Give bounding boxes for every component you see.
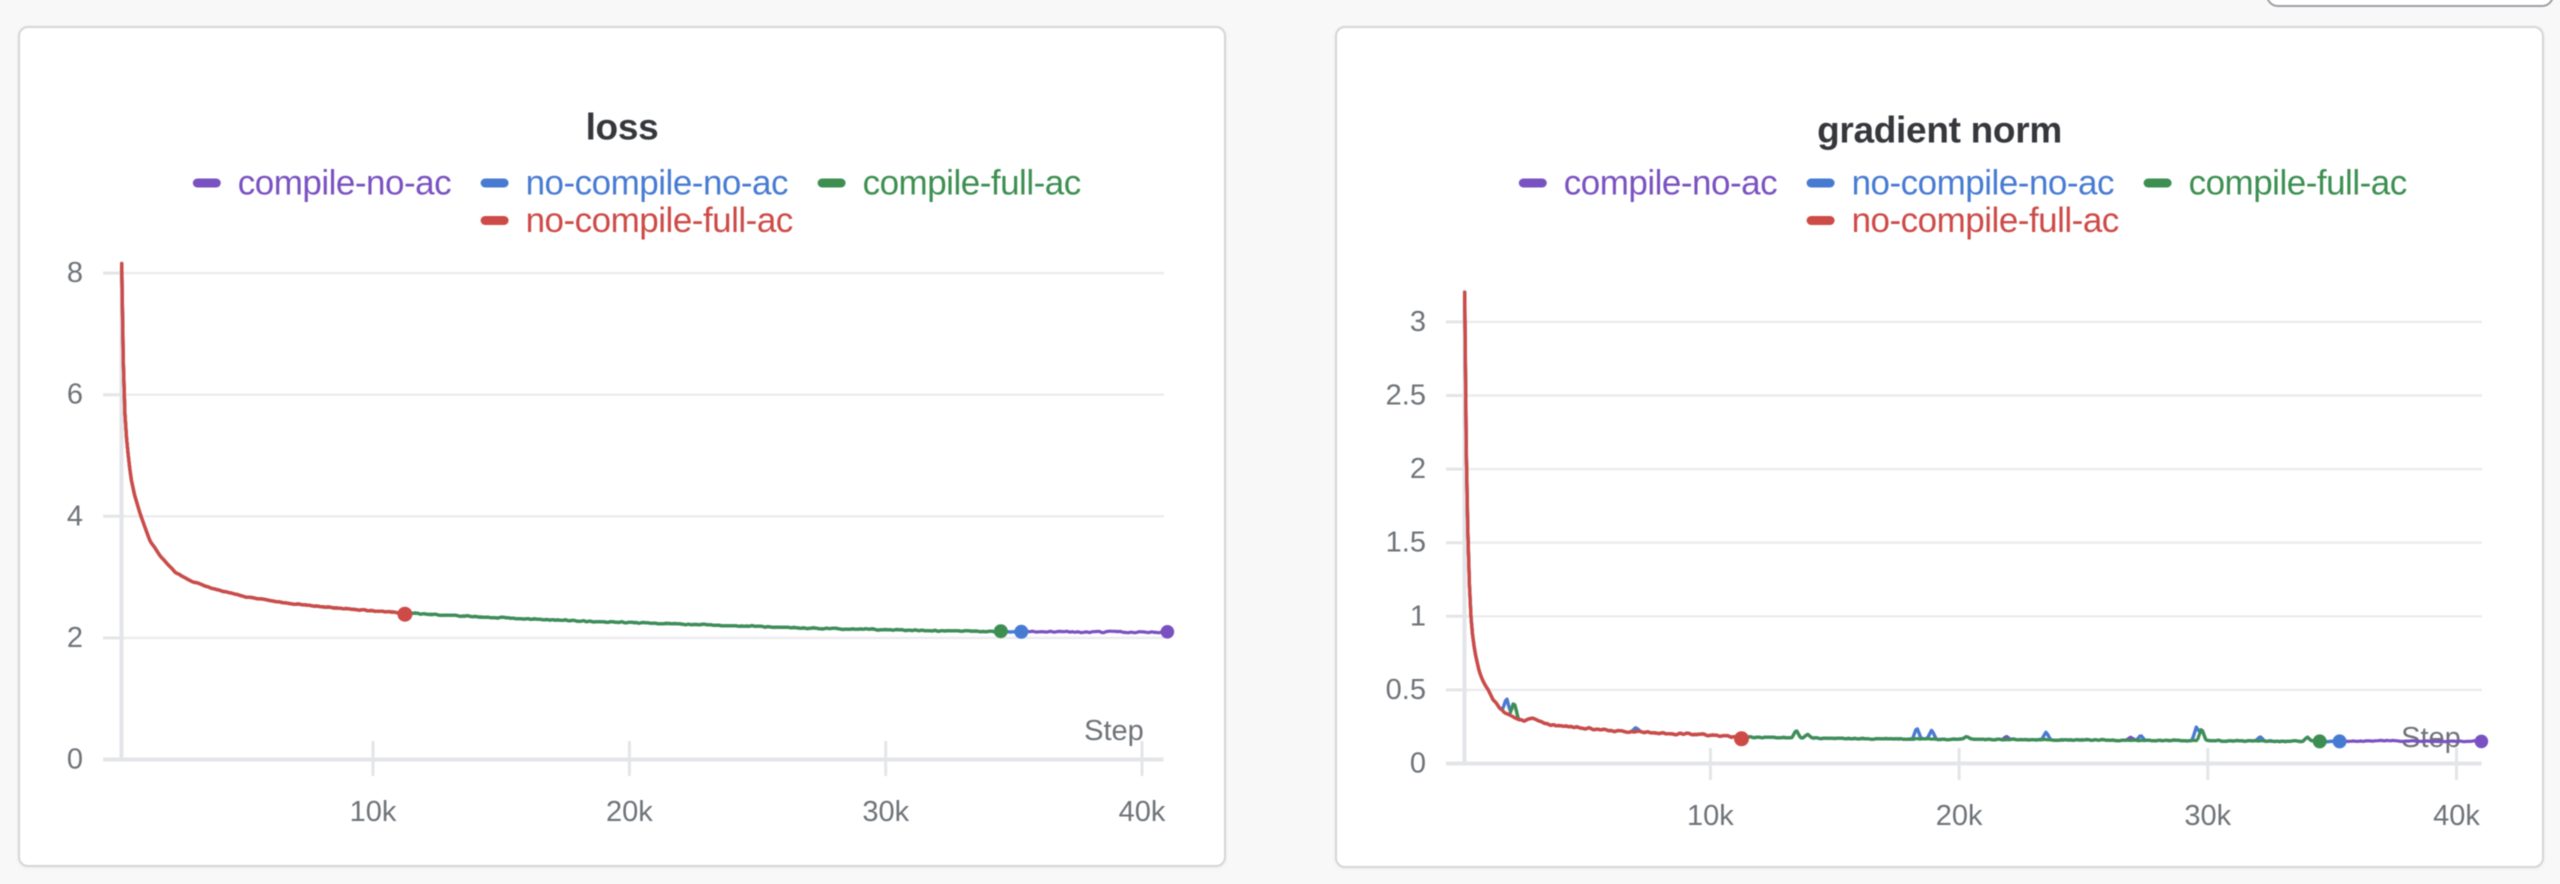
svg-text:10k: 10k — [350, 796, 397, 828]
svg-text:30k: 30k — [862, 796, 909, 828]
svg-text:compile-full-ac: compile-full-ac — [863, 164, 1081, 203]
svg-text:compile-no-ac: compile-no-ac — [1564, 164, 1777, 203]
svg-text:3: 3 — [1410, 306, 1426, 338]
svg-text:2: 2 — [67, 622, 83, 654]
svg-text:no-compile-full-ac: no-compile-full-ac — [1852, 201, 2119, 240]
svg-text:40k: 40k — [1119, 796, 1166, 828]
svg-text:no-compile-no-ac: no-compile-no-ac — [1852, 164, 2114, 203]
svg-text:Step: Step — [2401, 722, 2461, 754]
svg-text:0: 0 — [67, 744, 83, 776]
svg-text:20k: 20k — [1936, 800, 1983, 832]
svg-text:8: 8 — [67, 257, 83, 289]
svg-text:1.5: 1.5 — [1386, 527, 1426, 559]
svg-text:30k: 30k — [2184, 800, 2231, 832]
svg-text:compile-no-ac: compile-no-ac — [238, 164, 451, 203]
svg-text:loss: loss — [586, 107, 659, 148]
svg-text:Step: Step — [1084, 715, 1144, 747]
svg-text:no-compile-no-ac: no-compile-no-ac — [526, 164, 788, 203]
svg-text:2: 2 — [1410, 453, 1426, 485]
svg-text:gradient norm: gradient norm — [1817, 110, 2062, 151]
svg-text:0.5: 0.5 — [1386, 674, 1426, 706]
svg-text:10k: 10k — [1687, 800, 1734, 832]
svg-text:2.5: 2.5 — [1386, 380, 1426, 412]
svg-text:1: 1 — [1410, 600, 1426, 632]
svg-text:no-compile-full-ac: no-compile-full-ac — [526, 201, 793, 240]
svg-text:4: 4 — [67, 500, 83, 532]
svg-text:compile-full-ac: compile-full-ac — [2189, 164, 2407, 203]
svg-text:6: 6 — [67, 379, 83, 411]
svg-text:40k: 40k — [2433, 800, 2480, 832]
svg-text:20k: 20k — [606, 796, 653, 828]
svg-text:0: 0 — [1410, 748, 1426, 780]
